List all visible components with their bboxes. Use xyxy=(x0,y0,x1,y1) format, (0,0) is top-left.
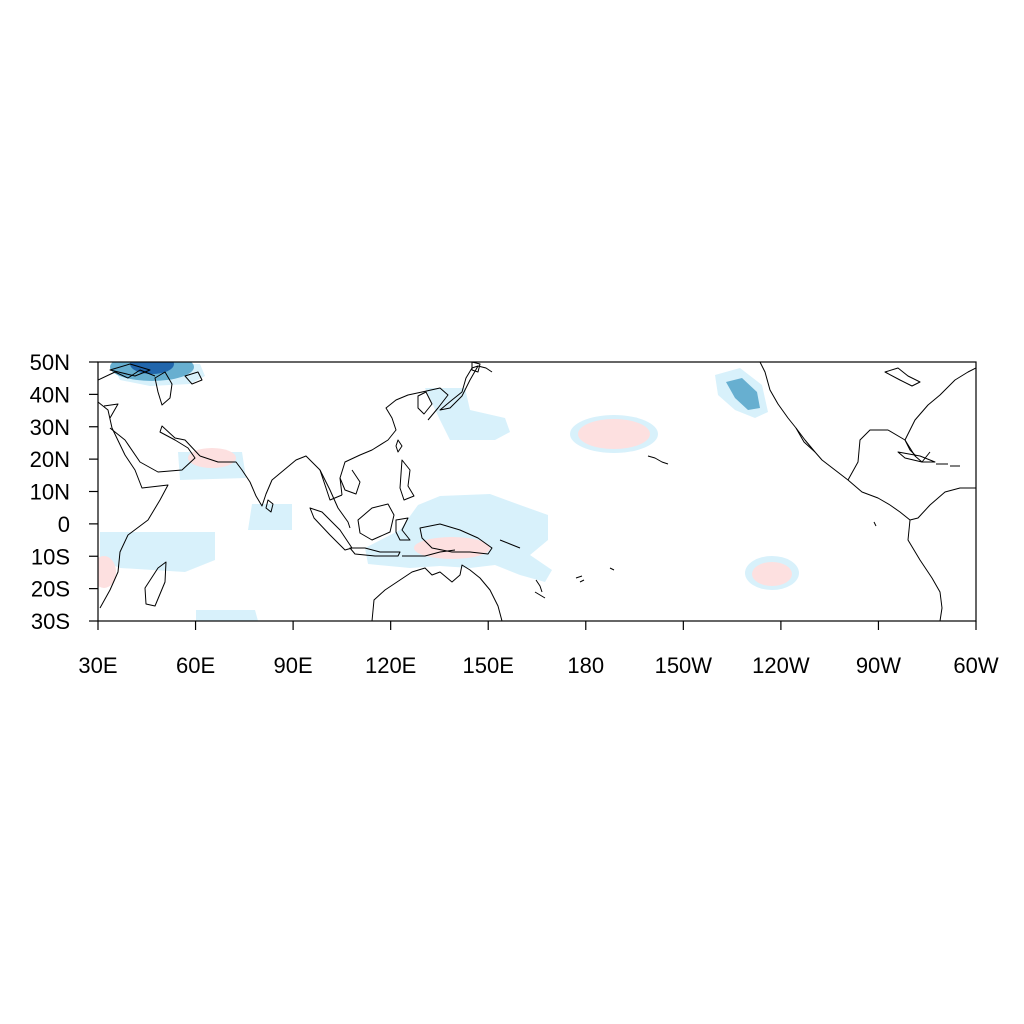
japan xyxy=(439,365,479,411)
weak-negative-bay-of-bengal xyxy=(248,504,292,530)
galapagos xyxy=(873,521,877,527)
vanuatu xyxy=(535,579,543,593)
gulf-of-mexico xyxy=(847,429,931,481)
india-coast xyxy=(199,455,343,507)
x-tick-label: 120W xyxy=(752,653,810,678)
strong-negative-caspian xyxy=(130,362,174,374)
y-axis: 50N 40N 30N 20N 10N 0 10S 20S 30S xyxy=(30,350,98,634)
weak-positive-southeast-pacific xyxy=(752,562,792,586)
weak-negative-japan xyxy=(425,388,510,440)
y-tick-label: 20N xyxy=(30,447,70,472)
samoa xyxy=(609,567,615,571)
africa-east-coast xyxy=(98,401,169,609)
north-america-west xyxy=(759,362,911,521)
x-tick-label: 120E xyxy=(365,653,416,678)
indochina xyxy=(339,469,361,495)
coastlines xyxy=(98,362,976,621)
arabia-coast xyxy=(109,425,201,473)
madagascar xyxy=(144,561,167,607)
weak-negative-madagascar-south xyxy=(196,610,258,621)
great-lakes xyxy=(884,367,921,387)
new-guinea xyxy=(419,523,493,555)
weak-negative-south-indian xyxy=(100,532,215,572)
weak-positive-central-pacific xyxy=(578,419,650,449)
sri-lanka xyxy=(265,499,274,513)
south-america xyxy=(907,487,976,621)
us-east-coast xyxy=(904,367,976,441)
y-tick-label: 10N xyxy=(30,480,70,505)
x-tick-label: 60W xyxy=(953,653,998,678)
moderate-negative-northeast-pacific xyxy=(726,378,760,410)
sulawesi xyxy=(395,517,411,541)
y-tick-label: 30N xyxy=(30,415,70,440)
australia xyxy=(371,564,503,621)
hokkaido xyxy=(471,362,481,373)
x-tick-label: 150W xyxy=(655,653,713,678)
y-tick-label: 20S xyxy=(31,577,70,602)
x-tick-label: 30E xyxy=(78,653,117,678)
y-tick-label: 40N xyxy=(30,382,70,407)
x-tick-label: 180 xyxy=(567,653,604,678)
southeast-asia xyxy=(339,387,449,496)
x-axis: 30E 60E 90E 120E 150E 180 150W 120W 90W 60W xyxy=(78,621,999,678)
weak-positive-arabian-sea xyxy=(188,448,236,468)
anomaly-shading xyxy=(98,362,799,621)
x-tick-label: 150E xyxy=(463,653,514,678)
weak-positive-mozambique xyxy=(98,556,116,588)
cuba xyxy=(897,451,936,463)
florida xyxy=(904,439,917,457)
y-tick-label: 0 xyxy=(58,512,70,537)
hispaniola xyxy=(936,463,960,467)
sumatra xyxy=(309,507,353,551)
korea xyxy=(417,391,433,415)
lake-aral xyxy=(184,371,203,385)
philippines xyxy=(399,459,415,501)
malay-peninsula xyxy=(319,469,351,529)
java xyxy=(349,547,401,557)
red-sea-coast xyxy=(103,403,119,419)
taiwan xyxy=(395,439,403,453)
kamchatka xyxy=(477,365,493,373)
fiji xyxy=(575,575,585,583)
caspian-sea xyxy=(154,371,173,406)
x-tick-label: 90W xyxy=(856,653,901,678)
black-sea xyxy=(109,363,151,377)
y-tick-label: 50N xyxy=(30,350,70,375)
y-tick-label: 10S xyxy=(31,544,70,569)
y-tick-label: 30S xyxy=(31,609,70,634)
solomon-islands xyxy=(499,539,521,549)
new-caledonia xyxy=(534,591,546,599)
borneo xyxy=(357,503,395,541)
x-tick-label: 90E xyxy=(274,653,313,678)
x-tick-label: 60E xyxy=(176,653,215,678)
hawaii xyxy=(647,455,669,465)
baja-california xyxy=(795,427,816,453)
